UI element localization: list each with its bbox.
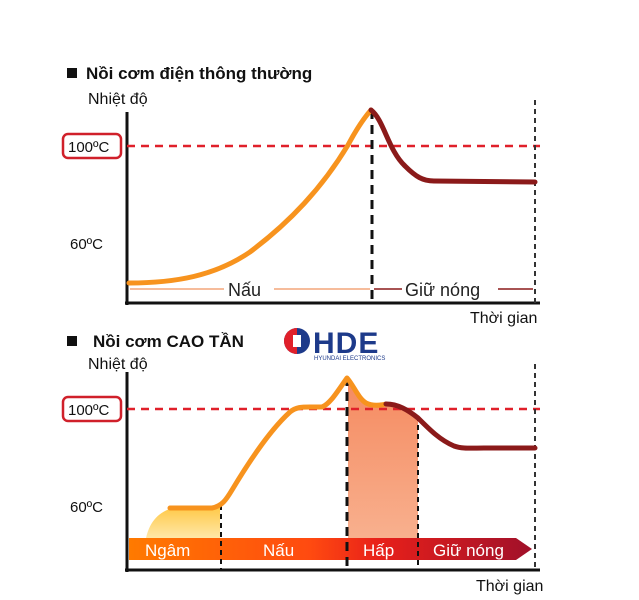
chart-1-title: Nồi cơm điện thông thường [86, 64, 312, 83]
chart-2-curve-warm [383, 401, 538, 451]
chart-2-xlabel: Thời gian [476, 578, 543, 595]
chart-1-phase-bg-warm [402, 278, 498, 300]
chart-2-100c-box [61, 395, 123, 423]
chart-2-tick-60: 60ºC [70, 499, 103, 516]
chart-1-phase-warm: Giữ nóng [405, 280, 480, 300]
chart-2-curve-cook [167, 375, 389, 511]
title-bullet-2 [67, 336, 77, 346]
hde-logo: HDE HYUNDAI ELECTRONICS [284, 327, 385, 362]
chart-1: Nồi cơm điện thông thường Nhiệt độ 100ºC… [61, 64, 540, 327]
hde-logo-subtitle: HYUNDAI ELECTRONICS [314, 356, 385, 362]
chart-2-ylabel: Nhiệt độ [88, 356, 148, 373]
title-bullet-1 [67, 68, 77, 78]
chart-2-phase-soak: Ngâm [145, 541, 190, 560]
chart-2-phase-arrow [129, 538, 532, 560]
chart-2-tick-100: 100ºC [68, 402, 110, 419]
chart-2-phase-cook: Nấu [263, 541, 294, 560]
chart-1-phase-cook: Nấu [228, 280, 261, 300]
chart-2-title: Nồi cơm CAO TẦN [93, 332, 244, 351]
chart-2-steam-area [348, 380, 418, 538]
chart-1-curve-warm [368, 107, 538, 185]
chart-1-tick-100: 100ºC [68, 139, 110, 156]
chart-1-curve-cook [126, 107, 374, 286]
chart-1-ylabel: Nhiệt độ [88, 91, 148, 108]
chart-2-phase-warm: Giữ nóng [433, 541, 504, 560]
chart-1-100c-box [61, 132, 123, 160]
hde-logo-text: HDE [313, 327, 379, 360]
chart-2-phase-steam: Hấp [363, 541, 394, 560]
chart-2: Nồi cơm CAO TẦN Nhiệt độ 100ºC 60ºC Ngâm… [61, 332, 543, 595]
chart-1-xlabel: Thời gian [470, 310, 537, 327]
chart-1-tick-60: 60ºC [70, 236, 103, 253]
chart-2-soak-area [146, 508, 220, 538]
chart-1-phase-bg-cook [224, 278, 274, 300]
